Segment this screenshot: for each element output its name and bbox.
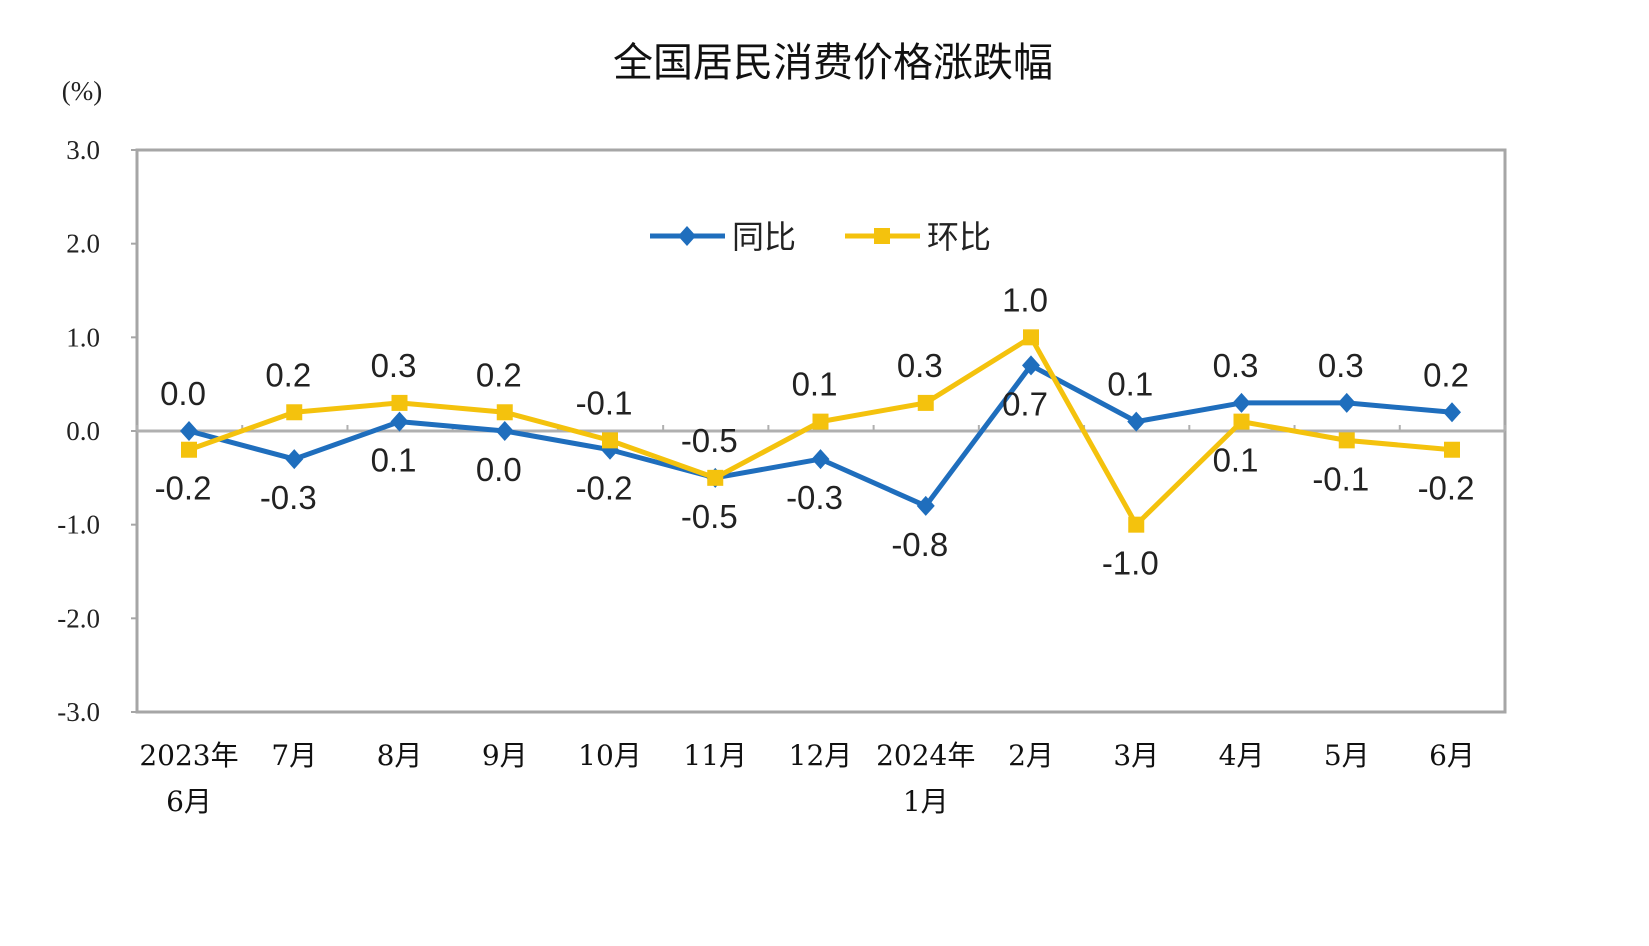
data-point-diamond [1022, 355, 1040, 376]
data-point-diamond [1232, 392, 1251, 413]
y-tick-label: 0.0 [66, 416, 100, 446]
data-label: 0.2 [1423, 356, 1469, 393]
y-tick-label: -1.0 [57, 510, 100, 540]
y-axis-unit: (%) [62, 76, 102, 106]
y-tick-label: -3.0 [57, 697, 100, 727]
data-point-diamond [811, 449, 830, 470]
x-tick-label: 10月 [578, 739, 642, 772]
x-tick-label: 4月 [1219, 739, 1265, 772]
data-point-square [181, 441, 197, 458]
data-label: -0.2 [576, 470, 633, 507]
data-label: -0.1 [1312, 460, 1369, 497]
data-label: 0.1 [371, 442, 417, 479]
y-tick-label: 3.0 [66, 135, 100, 165]
data-label: 0.7 [1002, 385, 1048, 422]
x-tick-label: 1月 [903, 785, 949, 818]
data-label: 1.0 [1002, 281, 1048, 318]
data-label: 0.1 [792, 366, 838, 403]
data-point-diamond [180, 421, 198, 441]
data-point-square [1023, 329, 1039, 346]
legend-diamond-icon [678, 226, 696, 246]
data-point-square [1233, 413, 1250, 430]
data-label: 0.0 [160, 375, 206, 412]
chart-title: 全国居民消费价格涨跌幅 [613, 40, 1053, 86]
data-point-square [1444, 441, 1460, 458]
data-label: 0.0 [476, 451, 522, 488]
x-tick-label: 2月 [1008, 739, 1054, 772]
y-tick-label: 1.0 [66, 322, 100, 352]
legend-label: 同比 [732, 218, 796, 256]
data-point-square [602, 432, 618, 449]
y-tick-label: -2.0 [57, 603, 100, 633]
data-label: -0.8 [891, 526, 948, 563]
data-label: -1.0 [1102, 545, 1159, 582]
data-point-square [1338, 432, 1355, 449]
series-yoy [180, 355, 1461, 516]
x-tick-label: 8月 [377, 739, 423, 772]
x-tick-label: 12月 [789, 739, 853, 772]
data-label: 0.1 [1107, 366, 1153, 403]
data-label: -0.2 [1418, 470, 1475, 507]
data-point-diamond [1127, 411, 1146, 432]
x-tick-label: 6月 [1429, 739, 1475, 772]
data-label: 0.3 [897, 347, 943, 384]
data-label: -0.1 [576, 384, 633, 421]
data-label: 0.3 [1213, 347, 1259, 384]
legend: 同比 环比 [650, 218, 991, 256]
x-tick-label: 2023年 [139, 739, 238, 772]
data-point-diamond [390, 411, 409, 432]
data-label: 0.2 [476, 356, 522, 393]
data-point-diamond [285, 449, 304, 470]
x-tick-label: 6月 [166, 785, 212, 818]
data-label: -0.2 [155, 470, 212, 507]
data-point-diamond [1443, 402, 1461, 423]
data-point-square [812, 413, 829, 430]
data-point-diamond [916, 495, 935, 516]
data-point-square [917, 394, 934, 411]
series-mom [181, 329, 1460, 533]
y-tick-label: 2.0 [66, 229, 100, 259]
x-tick-label: 11月 [683, 739, 747, 772]
data-label: -0.5 [681, 498, 738, 535]
data-label: -0.3 [786, 479, 843, 516]
data-label: 0.2 [265, 356, 311, 393]
data-point-square [286, 404, 303, 421]
data-label: 0.1 [1213, 442, 1259, 479]
x-tick-label: 3月 [1113, 739, 1159, 772]
data-point-square [707, 469, 724, 486]
legend-label: 环比 [927, 218, 991, 256]
data-label: 0.3 [371, 347, 417, 384]
data-point-diamond [1337, 392, 1356, 413]
data-label: -0.5 [681, 422, 738, 459]
x-tick-label: 7月 [271, 739, 317, 772]
x-tick-label: 2024年 [876, 739, 975, 772]
data-label: -0.3 [260, 479, 317, 516]
data-point-square [496, 404, 513, 421]
data-label: 0.3 [1318, 347, 1364, 384]
legend-square-icon [874, 228, 890, 244]
x-tick-label: 5月 [1324, 739, 1370, 772]
data-point-diamond [495, 421, 514, 441]
x-tick-label: 9月 [482, 739, 528, 772]
data-point-square [1128, 516, 1145, 533]
data-point-square [391, 394, 408, 411]
